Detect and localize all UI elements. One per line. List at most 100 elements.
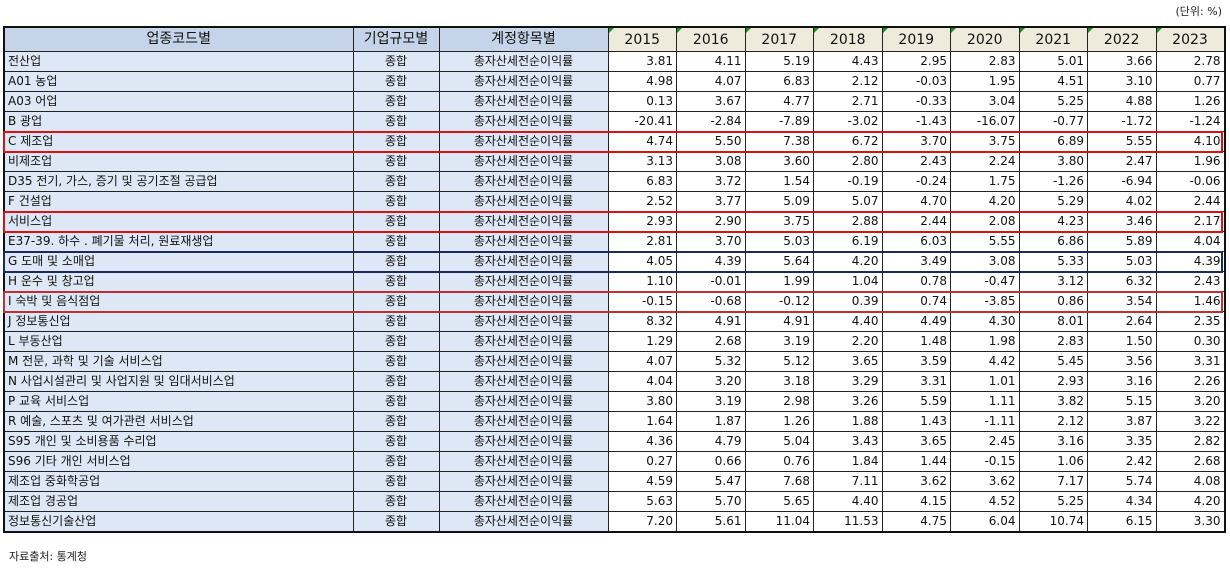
item-cell[interactable]: 총자산세전순이익률 <box>438 351 609 372</box>
value-cell[interactable]: 4.98 <box>607 71 677 92</box>
value-cell[interactable]: 4.20 <box>1155 491 1225 512</box>
item-cell[interactable]: 총자산세전순이익률 <box>438 191 609 212</box>
item-cell[interactable]: 총자산세전순이익률 <box>438 311 609 332</box>
value-cell[interactable]: 2.95 <box>881 51 951 72</box>
value-cell[interactable]: 5.70 <box>676 491 746 512</box>
item-cell[interactable]: 총자산세전순이익률 <box>438 411 609 432</box>
item-cell[interactable]: 총자산세전순이익률 <box>438 431 609 452</box>
value-cell[interactable]: 2.52 <box>607 191 677 212</box>
value-cell[interactable]: 1.54 <box>744 171 814 192</box>
value-cell[interactable]: 3.59 <box>881 351 951 372</box>
value-cell[interactable]: 11.53 <box>813 511 883 533</box>
industry-cell[interactable]: G 도매 및 소매업 <box>3 251 354 272</box>
value-cell[interactable]: 5.25 <box>1018 491 1088 512</box>
item-cell[interactable]: 총자산세전순이익률 <box>438 471 609 492</box>
size-cell[interactable]: 종합 <box>352 271 440 292</box>
value-cell[interactable]: 3.67 <box>676 91 746 112</box>
header-year-2023[interactable]: 2023 <box>1155 26 1225 52</box>
industry-cell[interactable]: H 운수 및 창고업 <box>3 271 354 292</box>
value-cell[interactable]: 5.65 <box>744 491 814 512</box>
industry-cell[interactable]: 제조업 경공업 <box>3 491 354 512</box>
size-cell[interactable]: 종합 <box>352 351 440 372</box>
value-cell[interactable]: 2.83 <box>950 51 1020 72</box>
value-cell[interactable]: -0.15 <box>950 451 1020 472</box>
value-cell[interactable]: 5.63 <box>607 491 677 512</box>
size-cell[interactable]: 종합 <box>352 71 440 92</box>
value-cell[interactable]: 3.77 <box>676 191 746 212</box>
industry-cell[interactable]: N 사업시설관리 및 사업지원 및 임대서비스업 <box>3 371 354 392</box>
size-cell[interactable]: 종합 <box>352 511 440 533</box>
value-cell[interactable]: 3.30 <box>1155 511 1225 533</box>
value-cell[interactable]: 5.74 <box>1087 471 1157 492</box>
value-cell[interactable]: 3.75 <box>950 131 1020 152</box>
value-cell[interactable]: -1.11 <box>950 411 1020 432</box>
value-cell[interactable]: 3.87 <box>1087 411 1157 432</box>
value-cell[interactable]: 6.04 <box>950 511 1020 533</box>
value-cell[interactable]: 6.03 <box>881 231 951 252</box>
item-cell[interactable]: 총자산세전순이익률 <box>438 251 609 272</box>
value-cell[interactable]: 5.15 <box>1087 391 1157 412</box>
value-cell[interactable]: 2.42 <box>1087 451 1157 472</box>
value-cell[interactable]: 1.11 <box>950 391 1020 412</box>
item-cell[interactable]: 총자산세전순이익률 <box>438 371 609 392</box>
value-cell[interactable]: 5.03 <box>1087 251 1157 272</box>
item-cell[interactable]: 총자산세전순이익률 <box>438 51 609 72</box>
value-cell[interactable]: 4.51 <box>1018 71 1088 92</box>
value-cell[interactable]: 4.04 <box>1155 231 1225 252</box>
value-cell[interactable]: 4.02 <box>1087 191 1157 212</box>
value-cell[interactable]: 4.59 <box>607 471 677 492</box>
value-cell[interactable]: 5.50 <box>676 131 746 152</box>
size-cell[interactable]: 종합 <box>352 191 440 212</box>
size-cell[interactable]: 종합 <box>352 331 440 352</box>
value-cell[interactable]: 7.20 <box>607 511 677 533</box>
value-cell[interactable]: -0.03 <box>881 71 951 92</box>
value-cell[interactable]: -1.72 <box>1087 111 1157 132</box>
size-cell[interactable]: 종합 <box>352 131 440 152</box>
value-cell[interactable]: -0.06 <box>1155 171 1225 192</box>
value-cell[interactable]: 4.43 <box>813 51 883 72</box>
value-cell[interactable]: -0.77 <box>1018 111 1088 132</box>
value-cell[interactable]: -0.15 <box>607 291 677 312</box>
value-cell[interactable]: 3.26 <box>813 391 883 412</box>
value-cell[interactable]: 6.89 <box>1018 131 1088 152</box>
value-cell[interactable]: -16.07 <box>950 111 1020 132</box>
size-cell[interactable]: 종합 <box>352 151 440 172</box>
value-cell[interactable]: 5.32 <box>676 351 746 372</box>
value-cell[interactable]: 5.89 <box>1087 231 1157 252</box>
value-cell[interactable]: 11.04 <box>744 511 814 533</box>
item-cell[interactable]: 총자산세전순이익률 <box>438 91 609 112</box>
value-cell[interactable]: 2.44 <box>1155 191 1225 212</box>
value-cell[interactable]: 2.78 <box>1155 51 1225 72</box>
value-cell[interactable]: 4.39 <box>676 251 746 272</box>
item-cell[interactable]: 총자산세전순이익률 <box>438 271 609 292</box>
value-cell[interactable]: 3.43 <box>813 431 883 452</box>
value-cell[interactable]: 0.74 <box>881 291 951 312</box>
value-cell[interactable]: 3.56 <box>1087 351 1157 372</box>
value-cell[interactable]: 1.98 <box>950 331 1020 352</box>
value-cell[interactable]: 4.07 <box>607 351 677 372</box>
value-cell[interactable]: -2.84 <box>676 111 746 132</box>
value-cell[interactable]: -0.24 <box>881 171 951 192</box>
value-cell[interactable]: 2.17 <box>1155 211 1225 232</box>
value-cell[interactable]: 2.26 <box>1155 371 1225 392</box>
value-cell[interactable]: -20.41 <box>607 111 677 132</box>
industry-cell[interactable]: 비제조업 <box>3 151 354 172</box>
value-cell[interactable]: 2.81 <box>607 231 677 252</box>
value-cell[interactable]: 3.62 <box>881 471 951 492</box>
value-cell[interactable]: 1.26 <box>744 411 814 432</box>
value-cell[interactable]: 1.99 <box>744 271 814 292</box>
value-cell[interactable]: -0.68 <box>676 291 746 312</box>
value-cell[interactable]: 3.12 <box>1018 271 1088 292</box>
value-cell[interactable]: 4.11 <box>676 51 746 72</box>
value-cell[interactable]: 1.44 <box>881 451 951 472</box>
value-cell[interactable]: 4.04 <box>607 371 677 392</box>
header-year-2019[interactable]: 2019 <box>881 26 951 52</box>
value-cell[interactable]: 7.68 <box>744 471 814 492</box>
item-cell[interactable]: 총자산세전순이익률 <box>438 231 609 252</box>
value-cell[interactable]: 3.60 <box>744 151 814 172</box>
value-cell[interactable]: 5.19 <box>744 51 814 72</box>
value-cell[interactable]: -0.47 <box>950 271 1020 292</box>
item-cell[interactable]: 총자산세전순이익률 <box>438 291 609 312</box>
header-year-2015[interactable]: 2015 <box>607 26 677 52</box>
value-cell[interactable]: 2.12 <box>813 71 883 92</box>
